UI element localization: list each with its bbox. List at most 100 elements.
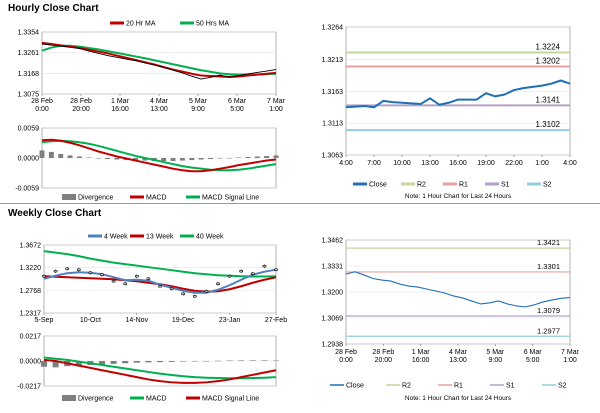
weekly-pivot-y-tick-label: 1.3200 bbox=[322, 290, 344, 297]
hourly-pivot-label-s2: 1.3102 bbox=[536, 120, 561, 129]
legend-4-week-label: 4 Week bbox=[104, 234, 128, 241]
weekly-price-candle-body bbox=[135, 275, 139, 278]
weekly-pivot-x-tick-label: 28 Feb 20:00 bbox=[372, 349, 394, 364]
hourly-price-x-tick-label: 6 Mar 5:00 bbox=[228, 98, 247, 113]
weekly-divergence-bar bbox=[110, 361, 117, 364]
legend-hourly-pivot-r2-label: R2 bbox=[417, 182, 426, 189]
hourly-price-y-tick-label: 1.3261 bbox=[18, 50, 40, 57]
series-hourly-close bbox=[41, 43, 277, 80]
weekly-divergence-bar bbox=[238, 360, 245, 361]
hourly-divergence-bar bbox=[226, 158, 232, 159]
hourly-divergence-bar bbox=[76, 156, 82, 158]
legend-40-week-label: 40 Week bbox=[196, 234, 224, 241]
hourly-pivot-label-r1: 1.3202 bbox=[536, 56, 561, 65]
weekly-pivot-y-tick-label: 1.2938 bbox=[322, 342, 344, 349]
hourly-pivot-y-tick-label: 1.3163 bbox=[322, 89, 344, 96]
weekly-price-y-tick-label: 1.3220 bbox=[20, 265, 42, 272]
weekly-pivot-label-s1: 1.3079 bbox=[537, 306, 560, 315]
legend-weekly-macd-signal-label: MACD Signal Line bbox=[202, 396, 259, 403]
weekly-pivot-label-s2: 1.2977 bbox=[537, 326, 560, 335]
hourly-price-x-tick-label: 28 Feb 0:00 bbox=[31, 98, 53, 113]
hourly-divergence-bar bbox=[133, 158, 139, 161]
weekly-pivot-label-r2: 1.3421 bbox=[537, 238, 560, 247]
hourly-divergence-bar bbox=[67, 155, 73, 158]
weekly-divergence-bar bbox=[133, 361, 140, 363]
hourly-divergence-bar bbox=[236, 157, 242, 158]
weekly-price-candle-body bbox=[274, 268, 278, 271]
weekly-divergence-bar bbox=[249, 360, 256, 361]
weekly-divergence-bar bbox=[203, 361, 210, 362]
weekly-price-candle-body bbox=[42, 275, 46, 278]
hourly-divergence-bar bbox=[198, 158, 204, 160]
hourly-divergence-bar bbox=[273, 155, 279, 158]
weekly-price-y-tick-label: 1.2317 bbox=[20, 311, 42, 318]
series-40-week bbox=[43, 250, 277, 278]
weekly-divergence-bar bbox=[98, 361, 106, 365]
weekly-divergence-bar bbox=[272, 360, 280, 362]
weekly-price-candle-body bbox=[193, 295, 197, 298]
weekly-divergence-bar bbox=[191, 361, 198, 362]
hourly-divergence-bar bbox=[86, 157, 92, 158]
weekly-divergence-bar bbox=[156, 361, 164, 363]
legend-hourly-divergence-swatch bbox=[62, 194, 76, 200]
weekly-price-candle-body bbox=[111, 280, 116, 283]
hourly-pivot-y-tick-label: 1.3213 bbox=[322, 57, 344, 64]
weekly-price-candle-body bbox=[181, 292, 185, 295]
hourly-divergence-bar bbox=[58, 153, 64, 158]
legend-50hrs-ma-label: 50 Hrs MA bbox=[196, 21, 229, 28]
hourly-price-y-tick-label: 1.3354 bbox=[18, 30, 40, 37]
hourly-price-plot bbox=[41, 31, 277, 95]
weekly-macd-y-tick-label: 0.0000 bbox=[20, 359, 42, 366]
weekly-price-y-tick-label: 1.2768 bbox=[20, 288, 42, 295]
series-hourly-macd bbox=[41, 138, 277, 173]
hourly-pivot-y-tick-label: 1.3113 bbox=[322, 121, 343, 128]
legend-weekly-pivot-close-label: Close bbox=[346, 383, 364, 390]
legend-hourly-pivot-close-label: Close bbox=[369, 182, 387, 189]
hourly-pivot-label-r2: 1.3224 bbox=[536, 42, 561, 51]
weekly-pivot-y-tick-label: 1.3462 bbox=[322, 238, 344, 245]
hourly-price-x-tick-label: 28 Feb 20:00 bbox=[70, 98, 92, 113]
legend-20hr-ma-label: 20 Hr MA bbox=[126, 21, 156, 28]
series-hourly-macd-signal bbox=[41, 139, 277, 172]
weekly-divergence-bar bbox=[214, 360, 222, 362]
weekly-price-candle-body bbox=[204, 290, 209, 293]
section-divider bbox=[0, 203, 600, 204]
hourly-pivot-x-tick-label: 22:00 bbox=[505, 160, 523, 167]
weekly-divergence-bar bbox=[261, 360, 268, 361]
hourly-chart-title: Hourly Close Chart bbox=[8, 3, 99, 14]
weekly-divergence-bar bbox=[180, 361, 187, 362]
hourly-price-x-tick-label: 7 Mar 1:00 bbox=[267, 98, 286, 113]
hourly-macd-y-tick-label: -0.0059 bbox=[15, 186, 39, 193]
hourly-pivot-x-tick-label: 1:00 bbox=[535, 160, 549, 167]
hourly-divergence-bar bbox=[254, 156, 260, 158]
hourly-divergence-bar bbox=[39, 150, 45, 158]
weekly-macd-y-tick-label: 0.0217 bbox=[20, 334, 42, 341]
hourly-price-y-tick-label: 1.3168 bbox=[18, 71, 40, 78]
weekly-price-candle-body bbox=[88, 271, 93, 274]
legend-hourly-macd-label: MACD bbox=[146, 195, 167, 202]
hourly-price-y-tick-label: 1.3075 bbox=[18, 92, 40, 99]
series-50hrs-ma bbox=[41, 44, 277, 76]
weekly-price-candle-body bbox=[146, 277, 151, 280]
hourly-pivot-y-tick-label: 1.3264 bbox=[322, 25, 344, 32]
legend-weekly-pivot-s1-label: S1 bbox=[506, 383, 515, 390]
weekly-pivot-label-r1: 1.3301 bbox=[537, 262, 560, 271]
hourly-pivot-x-tick-label: 19:00 bbox=[477, 160, 495, 167]
legend-weekly-pivot-s2-label: S2 bbox=[558, 383, 567, 390]
hourly-price-x-tick-label: 1 Mar 16:00 bbox=[111, 98, 130, 113]
weekly-price-x-tick-label: 19-Dec bbox=[172, 317, 195, 324]
weekly-price-candle-body bbox=[123, 282, 127, 285]
hourly-pivot-x-tick-label: 4:00 bbox=[563, 160, 577, 167]
hourly-pivot-x-tick-label: 13:00 bbox=[421, 160, 439, 167]
hourly-divergence-bar bbox=[142, 158, 148, 161]
weekly-pivot-x-tick-label: 28 Feb 0:00 bbox=[335, 349, 357, 364]
series-weekly-macd bbox=[43, 358, 277, 384]
hourly-divergence-bar bbox=[161, 158, 167, 162]
weekly-pivot-x-tick-label: 5 Mar 9:00 bbox=[486, 349, 505, 364]
legend-weekly-divergence-swatch bbox=[62, 395, 76, 401]
hourly-pivot-x-tick-label: 16:00 bbox=[449, 160, 467, 167]
weekly-pivot-x-tick-label: 7 Mar 1:00 bbox=[561, 349, 580, 364]
weekly-divergence-bar bbox=[40, 361, 48, 367]
weekly-divergence-bar bbox=[52, 361, 59, 368]
